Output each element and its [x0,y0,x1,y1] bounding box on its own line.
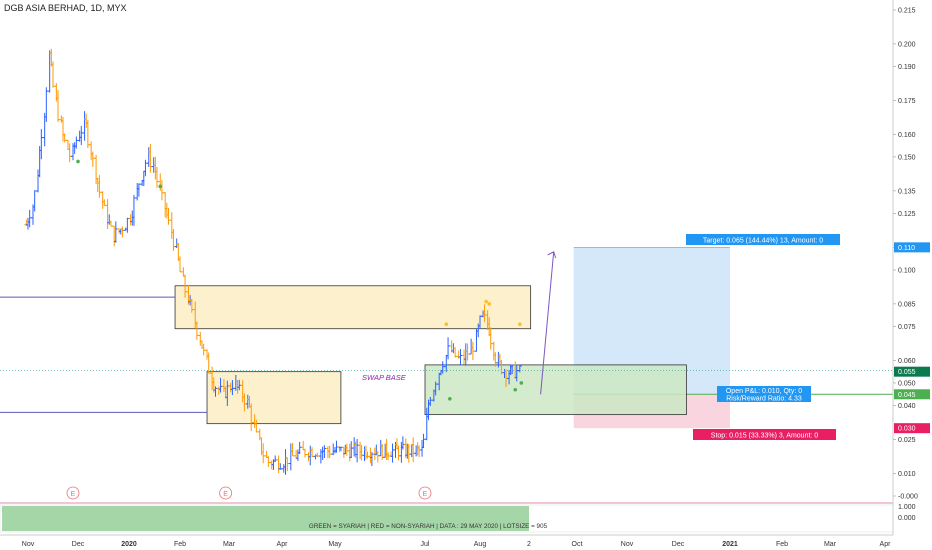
signal-dot [487,302,491,306]
time-tick-label: Dec [672,541,685,548]
indicator-tick-label: 0.000 [898,515,916,522]
time-tick-label: 2021 [722,541,738,548]
price-badge [894,389,930,400]
indicator-legend-text: GREEN = SYARIAH | RED = NON-SYARIAH | DA… [309,523,548,530]
price-tick-label: 0.190 [898,64,916,71]
price-tick-label: 0.215 [898,8,916,15]
price-tick-label: -0.000 [898,494,918,501]
time-tick-label: Nov [621,541,634,548]
indicator-tick-label: 1.000 [898,504,916,511]
time-tick-label: Mar [824,541,837,548]
earnings-marker-label: E [223,491,228,498]
ohlc-bar [125,217,130,233]
earnings-marker[interactable] [418,486,432,500]
signal-dot [513,387,518,392]
demand-zone[interactable] [206,371,342,425]
signal-dot [448,397,452,401]
ohlc-bar [446,337,451,360]
price-badge-label: 0.045 [898,392,916,399]
price-tick-label: 0.135 [898,188,916,195]
swap-base-label: SWAP BASE [362,373,407,382]
ohlc-bar [301,440,306,451]
signal-dot [519,381,524,385]
signal-dot [158,184,163,189]
stop-label-bg [693,429,836,440]
time-tick-label: Feb [174,541,186,548]
earnings-marker[interactable] [66,486,80,500]
time-tick-label: Mar [223,541,236,548]
ohlc-bar [44,87,49,122]
time-tick-label: Jul [421,541,430,548]
ohlc-bar [273,455,278,462]
time-tick-label: Feb [776,541,788,548]
open-pnl-label: Open P&L: 0.010, Qty: 0 [726,388,802,395]
price-tick-label: 0.100 [898,267,916,274]
time-tick-label: 2020 [121,541,137,548]
price-badge [894,366,930,377]
time-tick-label: Dec [72,541,85,548]
time-tick-label: 2 [527,541,531,548]
ohlc-bar [302,448,307,458]
price-tick-label: 0.060 [898,358,916,365]
price-tick-label: 0.125 [898,211,916,218]
price-tick-label: 0.150 [898,154,916,161]
time-tick-label: Apr [277,541,289,548]
supply-zone[interactable] [174,285,532,330]
swap-base-zone[interactable] [424,364,687,416]
price-tick-label: 0.175 [898,98,916,105]
price-tick-label: 0.025 [898,437,916,444]
chart-title: DGB ASIA BERHAD, 1D, MYX [4,3,127,13]
projection-arrowhead [547,251,557,259]
stop-label: Stop: 0.015 (33.33%) 3, Amount: 0 [711,433,819,440]
price-tick-label: 0.050 [898,380,916,387]
pnl-box-bg [717,386,811,402]
price-tick-label: 0.200 [898,41,916,48]
price-badge-label: 0.030 [898,426,916,433]
earnings-marker-label: E [423,491,428,498]
price-tick-label: 0.160 [898,132,916,139]
indicator-band[interactable] [2,506,529,531]
time-tick-label: May [328,541,342,548]
ohlc-bar [517,364,522,373]
target-label-bg [686,234,840,245]
signal-dot [444,322,449,327]
signal-dot [518,322,522,327]
ohlc-bar [266,456,271,467]
price-badge [894,242,930,253]
price-tick-label: 0.010 [898,471,916,478]
time-tick-label: Oct [572,541,583,548]
earnings-marker-label: E [71,491,76,498]
time-tick-label: Apr [880,541,892,548]
price-tick-label: 0.040 [898,403,916,410]
price-tick-label: 0.075 [898,324,916,331]
price-badge-label: 0.110 [898,245,915,252]
price-badge [894,423,930,434]
time-tick-label: Nov [22,541,35,548]
signal-dot [484,299,488,304]
earnings-marker[interactable] [219,486,233,500]
projection-arrow[interactable] [540,251,555,395]
ohlc-bar [171,228,176,251]
risk-reward-label: Risk/Reward Ratio: 4.33 [726,396,802,403]
signal-dot [76,159,80,164]
price-badge-label: 0.055 [898,369,916,376]
time-tick-label: Aug [474,541,487,548]
price-tick-label: 0.085 [898,301,916,308]
target-label: Target: 0.065 (144.44%) 13, Amount: 0 [703,238,823,245]
